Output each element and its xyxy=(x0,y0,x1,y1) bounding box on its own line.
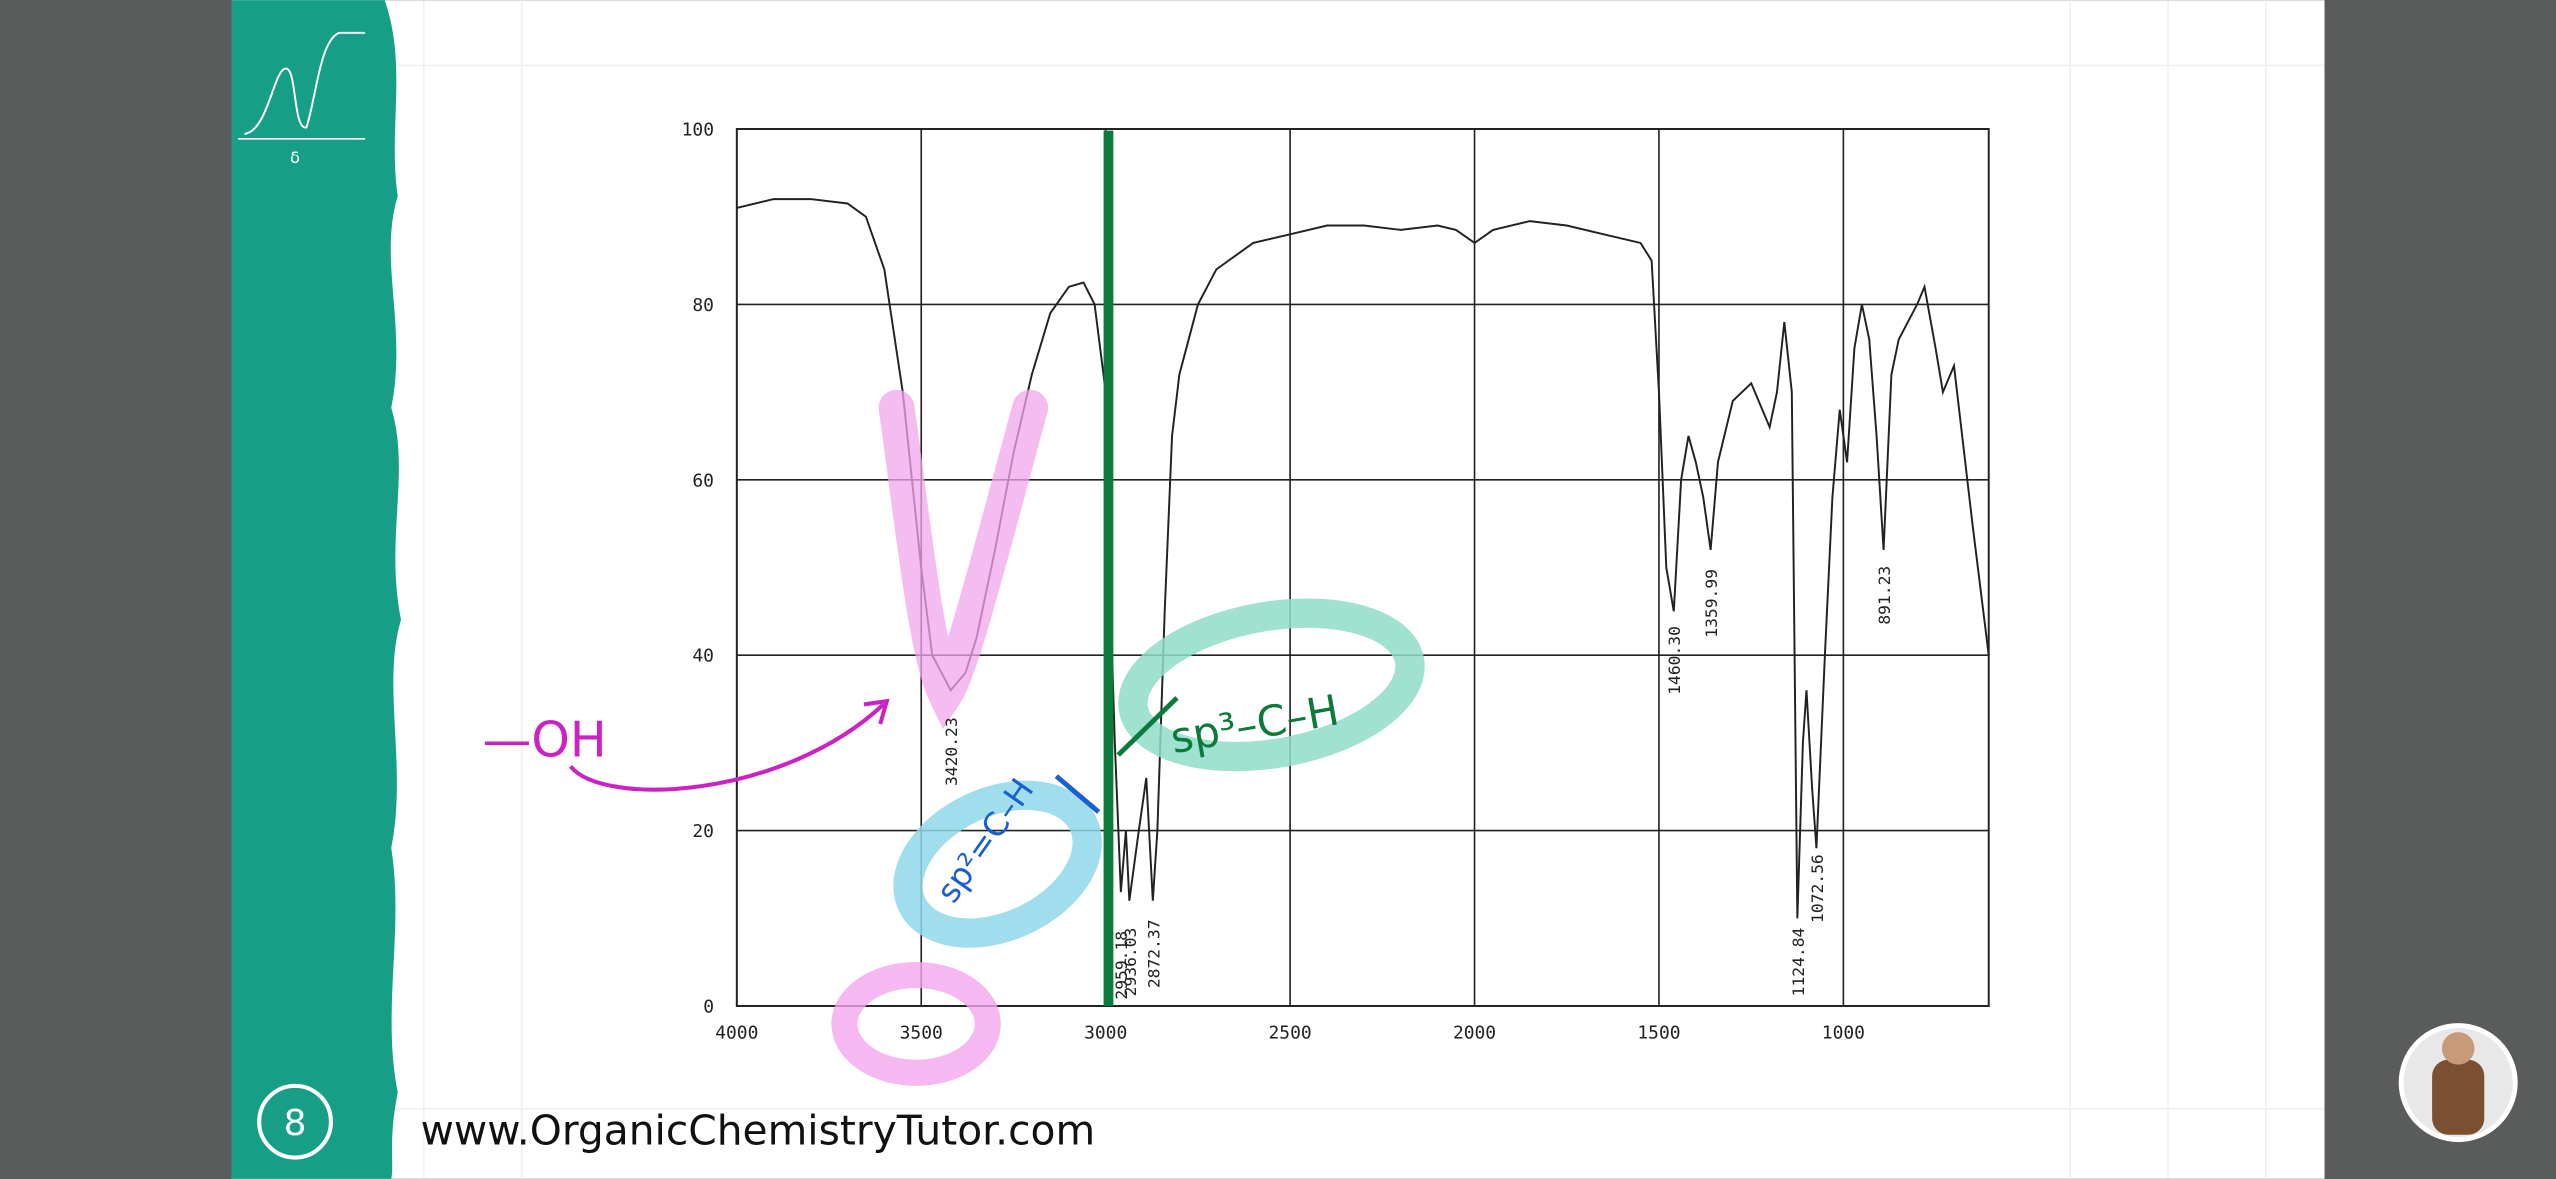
peak-label: 1072.56 xyxy=(1808,854,1827,923)
logo-curve xyxy=(244,31,366,135)
y-tick-label: 40 xyxy=(692,646,714,667)
spectrum-line xyxy=(736,198,1990,919)
highlight-oh xyxy=(878,389,1049,730)
peak-label: 1460.30 xyxy=(1665,626,1684,695)
y-tick-label: 80 xyxy=(692,295,714,316)
peak-label: 2872.37 xyxy=(1144,919,1163,988)
x-tick-label: 1500 xyxy=(1637,1023,1680,1044)
avatar-head xyxy=(2441,1032,2475,1065)
x-tick-label: 2000 xyxy=(1453,1023,1496,1044)
y-tick-label: 0 xyxy=(703,997,714,1018)
peak-label: 1124.84 xyxy=(1789,927,1808,996)
slide-number-ring xyxy=(257,1083,333,1160)
peak-label: 3420.23 xyxy=(942,717,961,786)
teal-strip xyxy=(231,0,402,1179)
x-tick-label: 4000 xyxy=(715,1023,758,1044)
highlight-3500 xyxy=(831,961,1001,1086)
x-tick-label: 1000 xyxy=(1822,1023,1865,1044)
chart: 0 20 40 60 80 100 4000 3500 3000 2500 2000 1500 1000 xyxy=(682,120,1990,1044)
sp3-tick xyxy=(1116,696,1179,757)
highlight-sp2 xyxy=(893,780,1102,948)
peak-label: 891.23 xyxy=(1875,566,1894,625)
y-tick-label: 100 xyxy=(682,120,714,141)
peak-label: 2959.18 xyxy=(1112,931,1131,1000)
slide xyxy=(231,0,2325,1179)
x-tick-label: 3000 xyxy=(1084,1023,1127,1044)
sp2-tick xyxy=(1054,774,1101,814)
logo-text: δ xyxy=(290,148,300,167)
y-tick-label: 60 xyxy=(692,470,714,491)
website: www.OrganicChemistryTutor.com xyxy=(421,1107,1096,1155)
avatar-body xyxy=(2432,1059,2485,1135)
x-tick-label: 2500 xyxy=(1269,1023,1312,1044)
annotations: —OH sp³–C–H sp²=C–H 3420.232959.182936.0… xyxy=(483,130,1894,1086)
highlight-sp3 xyxy=(1118,598,1425,772)
slide-grid xyxy=(231,0,2325,1179)
oh-label: —OH xyxy=(483,712,607,769)
slide-number: 8 xyxy=(284,1103,307,1144)
y-tick-label: 20 xyxy=(692,821,714,842)
peak-label: 1359.99 xyxy=(1702,569,1721,638)
peak-label: 2936.03 xyxy=(1121,928,1140,997)
oh-arrow xyxy=(568,698,890,792)
x-tick-label: 3500 xyxy=(900,1023,943,1044)
